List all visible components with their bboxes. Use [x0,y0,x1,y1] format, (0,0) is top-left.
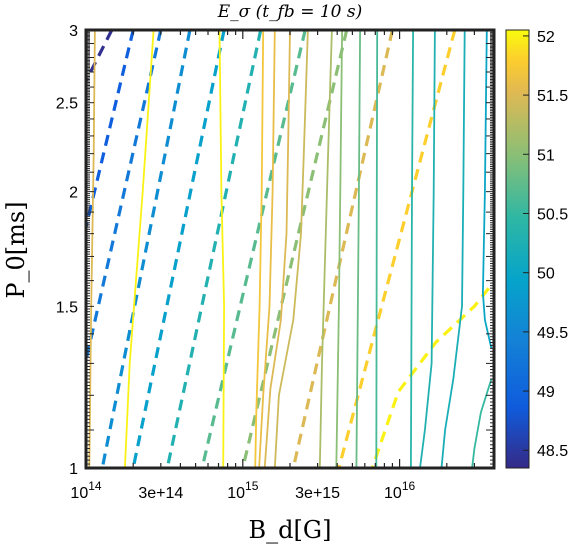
colorbar-tick-label-5: 51 [537,147,555,164]
colorbar-tick-label-4: 50.5 [537,206,568,223]
plot-area [86,30,494,468]
solid-contour-13 [440,30,466,468]
y-tick-labels: 1 1.5 2 2.5 3 [56,23,78,478]
solid-contour-8 [335,30,343,468]
dashed-contour-2 [86,30,163,361]
colorbar-tick-label-1: 49 [537,384,555,401]
x-tick-label-0: 1014 [70,479,101,502]
solid-contours [88,30,493,468]
solid-contour-6 [273,30,309,468]
y-tick-label-2: 2 [69,185,78,202]
solid-contour-9 [355,30,361,468]
solid-contour-7 [318,30,333,468]
x-tick-label-3: 3e+15 [295,485,340,502]
solid-contour-5 [263,30,291,468]
y-axis-label: P_0[ms] [2,201,30,298]
dashed-contour-4 [131,30,226,468]
colorbar-tick-label-0: 48.5 [537,443,568,460]
x-tick-labels: 1014 3e+14 1015 3e+15 1016 [70,479,415,502]
colorbar [505,29,530,469]
solid-contour-3 [254,30,265,468]
dashed-contour-8 [291,30,394,468]
x-tick-label-4: 1016 [384,479,415,502]
x-tick-label-1: 3e+14 [138,485,183,502]
dashed-contour-9 [337,30,457,468]
dashed-contour-10 [370,287,490,468]
y-tick-label-3: 2.5 [56,96,78,113]
solid-contour-1 [124,30,155,468]
x-tick-label-2: 1015 [227,479,258,502]
solid-contour-4 [258,30,276,468]
dashed-contours [86,30,490,468]
chart-title: E_σ (t_fb = 10 s) [217,2,363,22]
solid-contour-12 [419,30,436,468]
dashed-contour-0 [86,30,114,82]
colorbar-tick-label-7: 52 [537,29,555,46]
solid-contour-0 [88,30,96,468]
x-axis-label: B_d[G] [249,516,332,544]
y-tick-label-4: 3 [69,23,78,40]
plot-frame [84,28,496,470]
solid-contour-14 [481,30,493,349]
colorbar-ticks: 48.5 49 49.5 50 50.5 51 51.5 52 [523,29,568,460]
colorbar-tick-label-6: 51.5 [537,88,568,105]
colorbar-tick-label-2: 49.5 [537,325,568,342]
solid-contour-10 [375,30,379,468]
colorbar-tick-label-3: 50 [537,266,555,283]
y-tick-label-1: 1.5 [56,299,78,316]
dashed-contour-3 [100,30,192,468]
y-tick-label-0: 1 [69,461,78,478]
solid-contour-2 [218,30,226,468]
solid-contour-11 [410,30,414,468]
dashed-contour-5 [165,30,263,468]
